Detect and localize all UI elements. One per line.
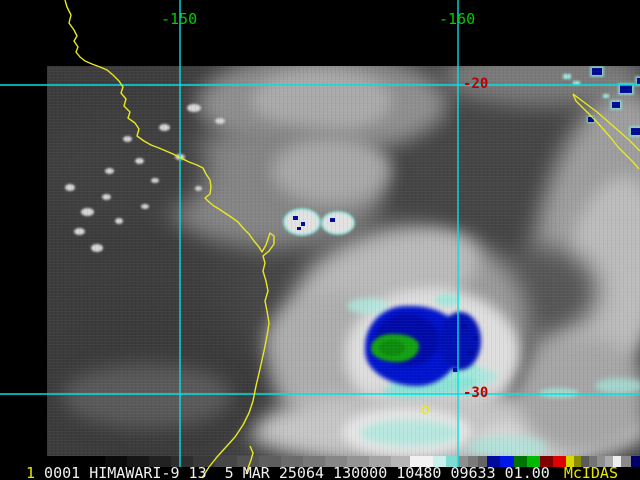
colorbar-segment xyxy=(281,456,303,467)
colorbar-segment xyxy=(468,456,478,467)
cloud-blob xyxy=(439,312,481,370)
cloud-blob xyxy=(301,222,305,226)
colorbar-segment xyxy=(325,456,347,467)
satellite-image[interactable] xyxy=(47,66,640,456)
colorbar-segment xyxy=(478,456,487,467)
cloud-blob xyxy=(272,138,392,204)
colorbar-segment xyxy=(597,456,605,467)
cloud-blob xyxy=(330,218,335,222)
cloud-blob xyxy=(595,378,640,394)
colorbar-segment xyxy=(500,456,514,467)
cloud-blob xyxy=(453,368,458,372)
image-noise xyxy=(47,66,640,456)
colorbar-segment xyxy=(410,456,433,467)
annotation-text: 0001 HIMAWARI-9 13 5 MAR 25064 130000 10… xyxy=(35,464,550,480)
status-bar: 1 0001 HIMAWARI-9 13 5 MAR 25064 130000 … xyxy=(0,464,640,480)
image-annotation: 1 0001 HIMAWARI-9 13 5 MAR 25064 130000 … xyxy=(0,464,550,480)
colorbar-segment xyxy=(553,456,566,467)
cloud-blob xyxy=(592,68,602,75)
cloud-blob xyxy=(637,78,640,84)
mcidas-logo: McIDAS xyxy=(563,464,618,480)
cloud-blob xyxy=(252,70,392,132)
cloud-blob xyxy=(360,420,460,446)
cloud-blob xyxy=(468,350,473,355)
cloud-blob xyxy=(297,227,301,230)
colorbar-segment xyxy=(589,456,597,467)
cloud-blob xyxy=(379,340,405,356)
cloud-blob xyxy=(517,336,640,456)
cloud-blob xyxy=(321,211,355,235)
colorbar-segment xyxy=(581,456,589,467)
colorbar-segment xyxy=(391,456,410,467)
frame-number: 1 xyxy=(26,464,36,480)
colorbar-segment xyxy=(605,456,613,467)
cloud-blob xyxy=(461,324,467,329)
colorbar-segment xyxy=(347,456,369,467)
cloud-blob xyxy=(573,81,580,85)
colorbar-segment xyxy=(613,456,621,467)
cloud-blob xyxy=(467,436,547,456)
colorbar-segment xyxy=(540,456,553,467)
lat-label-30: -30 xyxy=(463,385,489,401)
colorbar-segment xyxy=(369,456,391,467)
lat-label-20: -20 xyxy=(463,76,489,92)
cloud-blob xyxy=(293,216,298,220)
colorbar-segment xyxy=(574,456,581,467)
colorbar-segment xyxy=(433,456,446,467)
cloud-blob xyxy=(435,294,461,306)
colorbar-segment xyxy=(446,456,458,467)
cloud-blob xyxy=(347,298,389,314)
colorbar-segment xyxy=(303,456,325,467)
colorbar-segment xyxy=(514,456,527,467)
cloud-blob xyxy=(620,85,632,93)
cloud-blob xyxy=(563,74,571,79)
colorbar-segment xyxy=(487,456,500,467)
cloud-blob xyxy=(539,388,579,398)
lon-label-150: -150 xyxy=(161,10,198,28)
cloud-blob xyxy=(473,336,477,340)
colorbar-segment xyxy=(631,456,640,467)
colorbar-segment xyxy=(458,456,468,467)
colorbar-segment xyxy=(527,456,540,467)
colorbar-segment xyxy=(621,456,631,467)
colorbar-segment xyxy=(566,456,574,467)
lon-label-160: -160 xyxy=(439,10,476,28)
